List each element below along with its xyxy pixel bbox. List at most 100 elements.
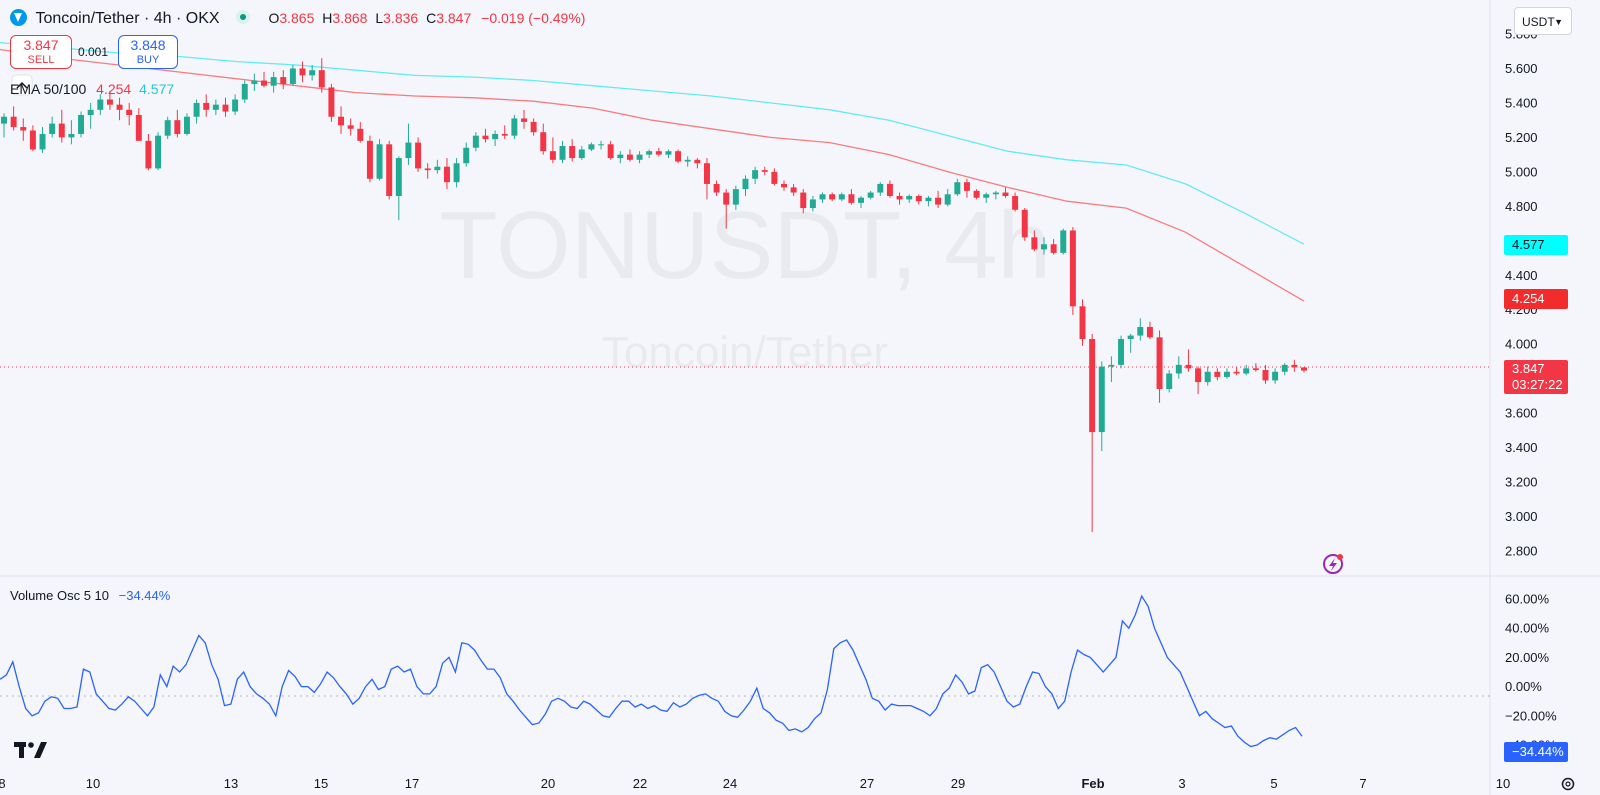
candle[interactable] (222, 97, 229, 117)
candle[interactable] (684, 156, 691, 167)
candle[interactable] (915, 194, 922, 205)
candle[interactable] (636, 151, 643, 164)
candle[interactable] (1195, 366, 1202, 395)
candle[interactable] (665, 149, 672, 159)
candle[interactable] (232, 94, 239, 115)
candle[interactable] (193, 99, 200, 124)
candle[interactable] (858, 195, 865, 209)
candle[interactable] (299, 61, 306, 83)
candle[interactable] (472, 132, 479, 152)
candle[interactable] (10, 106, 17, 131)
candle[interactable] (20, 118, 27, 141)
collapse-legend-button[interactable] (11, 74, 33, 96)
candle[interactable] (1252, 363, 1259, 372)
candle[interactable] (925, 195, 932, 207)
candle[interactable] (1301, 366, 1307, 373)
candle[interactable] (29, 125, 36, 152)
candle[interactable] (626, 149, 633, 162)
candle[interactable] (347, 118, 354, 136)
candle[interactable] (116, 97, 123, 121)
candle[interactable] (886, 180, 893, 198)
candle[interactable] (1012, 192, 1019, 212)
candle[interactable] (588, 142, 595, 152)
lightning-icon[interactable] (1323, 554, 1343, 574)
candle[interactable] (1069, 227, 1076, 315)
candle[interactable] (1041, 237, 1047, 255)
candle[interactable] (58, 109, 65, 143)
candle[interactable] (386, 140, 393, 200)
candle[interactable] (819, 192, 826, 203)
candle[interactable] (270, 71, 277, 93)
candle[interactable] (992, 190, 999, 200)
candle[interactable] (569, 139, 576, 162)
candle[interactable] (607, 140, 614, 160)
candle[interactable] (540, 123, 547, 155)
candle[interactable] (415, 137, 422, 172)
candle[interactable] (434, 159, 441, 174)
candle[interactable] (1060, 228, 1067, 255)
candle[interactable] (848, 189, 855, 205)
candle[interactable] (1, 113, 7, 138)
sell-button[interactable]: 3.847 SELL (10, 35, 72, 69)
candle[interactable] (559, 140, 566, 164)
candle[interactable] (752, 166, 759, 184)
candle[interactable] (675, 149, 682, 164)
candle[interactable] (771, 168, 778, 186)
candle[interactable] (1108, 356, 1115, 383)
candle[interactable] (963, 178, 970, 198)
candle[interactable] (1146, 321, 1153, 340)
candle[interactable] (1166, 370, 1173, 393)
candle[interactable] (376, 139, 383, 181)
candle[interactable] (790, 183, 797, 196)
candle[interactable] (646, 149, 653, 159)
candle[interactable] (1050, 239, 1057, 255)
candle[interactable] (1089, 333, 1096, 533)
candle[interactable] (598, 140, 605, 150)
tradingview-logo[interactable] (14, 742, 47, 758)
volume-osc-legend[interactable]: Volume Osc 5 10 −34.44% (10, 588, 170, 603)
candle[interactable] (87, 102, 94, 129)
buy-button[interactable]: 3.848 BUY (118, 35, 178, 69)
candle[interactable] (761, 166, 768, 176)
candle[interactable] (867, 190, 874, 200)
candle[interactable] (501, 125, 508, 140)
candle[interactable] (463, 142, 470, 167)
candle[interactable] (126, 102, 133, 126)
candle[interactable] (877, 182, 884, 196)
candle[interactable] (1079, 299, 1086, 346)
candle[interactable] (145, 133, 152, 171)
candle[interactable] (328, 83, 335, 122)
candle[interactable] (838, 192, 845, 202)
candle[interactable] (1175, 356, 1182, 379)
candle[interactable] (366, 135, 373, 183)
candle[interactable] (694, 158, 701, 169)
candle[interactable] (655, 147, 662, 157)
candle[interactable] (482, 128, 489, 143)
candle[interactable] (742, 175, 749, 196)
candle[interactable] (1243, 364, 1250, 376)
candle[interactable] (280, 70, 287, 90)
candle[interactable] (395, 156, 402, 221)
candle[interactable] (1185, 349, 1192, 372)
candle[interactable] (183, 113, 190, 136)
candle[interactable] (1098, 361, 1105, 452)
candle[interactable] (578, 146, 585, 160)
candle[interactable] (1291, 359, 1298, 372)
candle[interactable] (1223, 368, 1230, 379)
candle[interactable] (829, 192, 836, 202)
candle[interactable] (809, 195, 816, 212)
candle[interactable] (723, 189, 730, 229)
candle[interactable] (443, 158, 450, 190)
candle[interactable] (1272, 368, 1279, 384)
candle[interactable] (338, 106, 345, 134)
candle[interactable] (1262, 364, 1269, 384)
candle[interactable] (318, 58, 325, 93)
settings-gear-icon[interactable] (1561, 777, 1575, 791)
candle[interactable] (1127, 333, 1134, 353)
candle[interactable] (549, 137, 556, 164)
candle[interactable] (309, 65, 316, 81)
candle[interactable] (453, 158, 460, 188)
candle[interactable] (78, 111, 85, 138)
candle[interactable] (164, 116, 171, 140)
candle[interactable] (973, 189, 980, 200)
